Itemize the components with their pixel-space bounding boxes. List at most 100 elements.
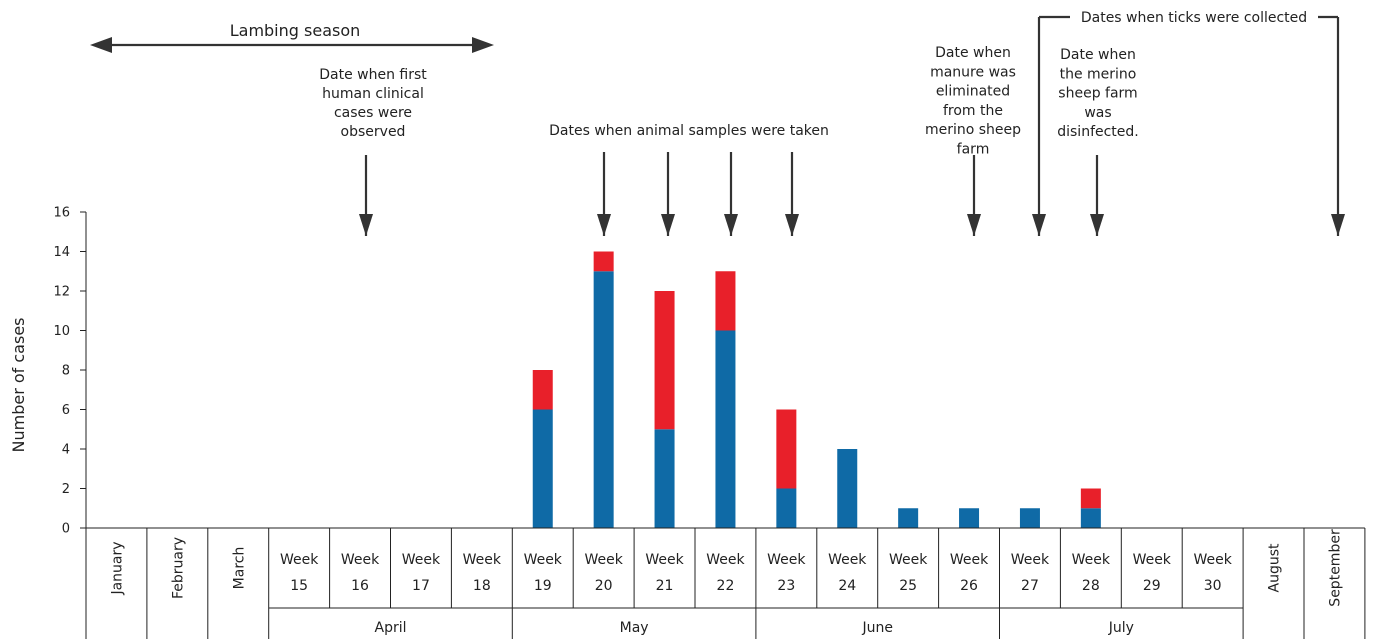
- category-label-week: Week: [767, 552, 806, 568]
- manure-text: from the: [943, 103, 1003, 119]
- category-label-week: Week: [889, 552, 928, 568]
- category-label-number: 27: [1021, 578, 1039, 594]
- category-label-number: 23: [777, 578, 795, 594]
- y-tick-label: 6: [62, 403, 70, 418]
- lambing-left-arrowhead: [90, 37, 112, 53]
- month-label: July: [1108, 620, 1134, 636]
- category-label-number: 24: [838, 578, 856, 594]
- manure-text: manure was: [930, 64, 1016, 80]
- category-label-week: Week: [1193, 552, 1232, 568]
- category-label-week: Week: [402, 552, 441, 568]
- animal-sample-arrow-head: [785, 214, 799, 236]
- category-label-number: 28: [1082, 578, 1100, 594]
- category-label-number: 16: [351, 578, 369, 594]
- category-label-number: 20: [595, 578, 613, 594]
- bar-segment-blue: [898, 508, 919, 528]
- disinfected-text: disinfected.: [1057, 124, 1139, 140]
- category-label-week: Week: [706, 552, 745, 568]
- disinfected-arrow-head: [1090, 214, 1104, 236]
- category-label-week: Week: [828, 552, 867, 568]
- y-tick-label: 12: [53, 285, 70, 300]
- manure-text: Date when: [935, 45, 1011, 61]
- first-cases-text: Date when first: [319, 67, 427, 83]
- category-label-week: Week: [1011, 552, 1050, 568]
- category-label: January: [109, 541, 125, 595]
- category-table: January February March Week 15 Week 16 Week 17 We…: [85, 527, 1366, 639]
- animal-samples-text: Dates when animal samples were taken: [549, 123, 829, 139]
- category-label-number: 22: [717, 578, 735, 594]
- bar-segment-blue: [776, 488, 797, 528]
- ticks-left-arrowhead: [1032, 214, 1046, 236]
- bar-segment-red: [654, 291, 675, 430]
- animal-sample-arrow-head: [661, 214, 675, 236]
- category-label: February: [170, 537, 186, 599]
- y-axis-label: Number of cases: [9, 318, 28, 453]
- annotations: Lambing season Date when first human clini…: [90, 10, 1345, 236]
- bar-segment-blue: [715, 330, 736, 528]
- animal-sample-arrow-head: [724, 214, 738, 236]
- y-tick-label: 8: [62, 364, 70, 379]
- y-tick-label: 16: [53, 206, 70, 221]
- category-label-week: Week: [950, 552, 989, 568]
- disinfected-text: sheep farm: [1058, 86, 1137, 102]
- bar-segment-blue: [959, 508, 980, 528]
- month-label: April: [375, 620, 407, 636]
- category-label-week: Week: [584, 552, 623, 568]
- manure-text: eliminated: [936, 84, 1010, 100]
- category-label-number: 26: [960, 578, 978, 594]
- manure-text: merino sheep: [925, 122, 1021, 138]
- disinfected-text: Date when: [1060, 47, 1136, 63]
- bar-segment-red: [715, 271, 736, 331]
- category-label-week: Week: [280, 552, 319, 568]
- y-tick-label: 0: [62, 522, 70, 537]
- ticks-right-arrowhead: [1331, 214, 1345, 236]
- y-tick-label: 4: [62, 443, 70, 458]
- bar-segment-red: [776, 409, 797, 489]
- bar-segment-blue: [1019, 508, 1040, 528]
- disinfected-text: was: [1084, 105, 1111, 121]
- first-cases-text: cases were: [334, 105, 412, 121]
- ticks-text: Dates when ticks were collected: [1081, 10, 1307, 26]
- bar-segment-blue: [837, 449, 858, 528]
- category-label-week: Week: [341, 552, 380, 568]
- bar-segment-blue: [593, 271, 614, 528]
- y-axis: 0 2 4 6 8 10 12 14 16: [53, 206, 87, 537]
- category-label-number: 21: [656, 578, 674, 594]
- manure-text: farm: [957, 142, 990, 158]
- category-label: September: [1327, 529, 1343, 607]
- month-label: May: [620, 620, 649, 636]
- bar-segment-blue: [654, 429, 675, 528]
- category-label-number: 19: [534, 578, 552, 594]
- manure-arrow-head: [967, 214, 981, 236]
- first-cases-text: observed: [341, 124, 406, 140]
- bar-segment-red: [1080, 488, 1101, 509]
- bar-segment-blue: [532, 409, 553, 528]
- category-label-number: 29: [1143, 578, 1161, 594]
- disinfected-text: the merino: [1060, 66, 1137, 82]
- category-label-week: Week: [645, 552, 684, 568]
- animal-sample-arrow-head: [597, 214, 611, 236]
- bar-segment-red: [593, 251, 614, 272]
- category-label-week: Week: [463, 552, 502, 568]
- y-tick-label: 10: [53, 324, 70, 339]
- category-label-number: 25: [899, 578, 917, 594]
- category-label-number: 15: [290, 578, 308, 594]
- lambing-right-arrowhead: [472, 37, 494, 53]
- category-label-number: 30: [1204, 578, 1222, 594]
- category-label: August: [1267, 543, 1283, 593]
- y-tick-label: 14: [53, 245, 70, 260]
- category-label-week: Week: [1133, 552, 1172, 568]
- first-cases-text: human clinical: [322, 86, 424, 102]
- category-label-week: Week: [1072, 552, 1111, 568]
- lambing-season-label: Lambing season: [230, 21, 361, 40]
- bars: [532, 251, 1101, 528]
- month-label: June: [861, 620, 893, 636]
- bar-segment-blue: [1080, 508, 1101, 528]
- first-cases-arrow-head: [359, 214, 373, 236]
- category-label-number: 17: [412, 578, 430, 594]
- category-label: March: [231, 547, 247, 590]
- bar-segment-red: [532, 370, 553, 410]
- category-label-week: Week: [524, 552, 563, 568]
- y-tick-label: 2: [62, 482, 70, 497]
